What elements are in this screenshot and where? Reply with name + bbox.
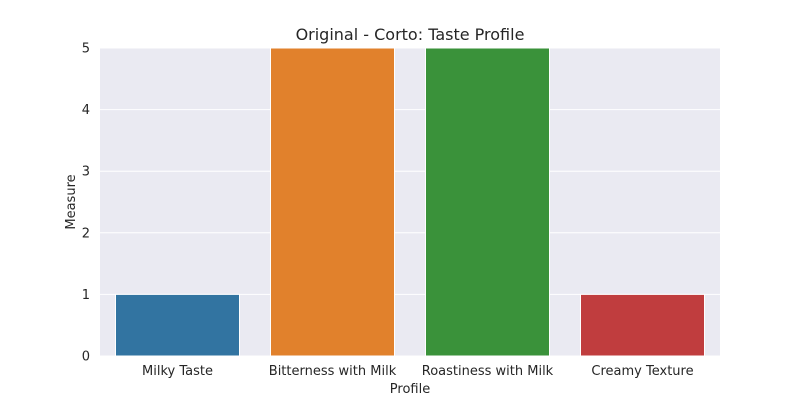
y-tick-label: 1 xyxy=(82,288,90,303)
y-tick-label: 2 xyxy=(82,226,90,241)
bar-milky-taste xyxy=(115,293,240,357)
chart-title: Original - Corto: Taste Profile xyxy=(296,25,525,44)
x-tick-label: Bitterness with Milk xyxy=(269,364,397,379)
y-tick-label: 5 xyxy=(82,42,90,57)
bar-creamy-texture xyxy=(580,293,705,357)
y-tick-label: 4 xyxy=(82,103,90,118)
x-tick-label: Milky Taste xyxy=(142,364,213,379)
x-tick-labels: Milky Taste Bitterness with Milk Roastines… xyxy=(142,364,694,379)
bar-roastiness-with-milk xyxy=(425,47,550,357)
x-tick-label: Roastiness with Milk xyxy=(422,364,554,379)
x-tick-label: Creamy Texture xyxy=(591,364,693,379)
bars xyxy=(115,47,705,357)
y-tick-label: 3 xyxy=(82,165,90,180)
x-axis-label: Profile xyxy=(390,382,430,397)
y-axis-label: Measure xyxy=(64,174,79,229)
y-tick-labels: 0 1 2 3 4 5 xyxy=(82,42,90,365)
bar-bitterness-with-milk xyxy=(270,47,395,357)
y-tick-label: 0 xyxy=(82,350,90,365)
